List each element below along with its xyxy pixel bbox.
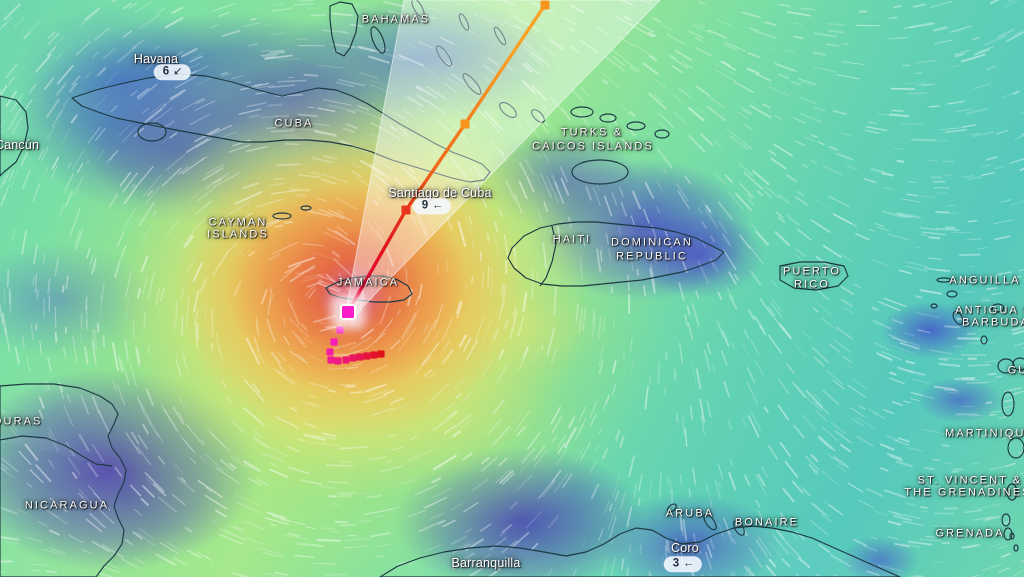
coast-aruba [666, 502, 678, 513]
coast-bonaire [732, 519, 747, 537]
history-track-point [330, 338, 338, 346]
history-track-point [327, 356, 335, 364]
coast-dominica [1002, 392, 1014, 416]
history-track-point [363, 352, 371, 360]
wind-direction-arrow-icon: ← [432, 199, 444, 212]
forecast-waypoint [460, 119, 470, 129]
storm-marker-box [340, 304, 356, 320]
history-track-point [326, 348, 334, 356]
forecast-waypoint [401, 205, 411, 215]
wind-speed-value: 9 [421, 199, 429, 212]
coast-martinique [1008, 438, 1024, 458]
history-track-point [334, 357, 342, 365]
coast-south-america [380, 526, 900, 577]
wind-speed-value: 3 [672, 557, 680, 570]
wind-speed-value: 6 [162, 65, 170, 78]
coast-grenadines-2 [1014, 545, 1018, 551]
coast-grenada [1004, 528, 1012, 540]
coast-anguilla [937, 278, 951, 282]
wind-direction-arrow-icon: ↙ [173, 65, 183, 78]
history-track-point [370, 351, 378, 359]
history-track-point [356, 353, 364, 361]
coast-honduras-border [0, 436, 112, 466]
history-track-point [377, 350, 385, 358]
coast-guadeloupe-e [1013, 358, 1024, 370]
santiago-wind-badge[interactable]: 9 ← [412, 198, 452, 214]
forecast-waypoint [540, 0, 550, 10]
forecast-track-line [346, 3, 547, 314]
coast-stkitts [951, 310, 965, 326]
coast-grand-cayman [273, 213, 291, 219]
coast-antigua [992, 304, 1004, 312]
coast-puerto-rico [780, 262, 848, 290]
coro-wind-badge[interactable]: 3 ← [663, 556, 703, 572]
coast-isla-juventud [138, 123, 166, 141]
history-track-point [342, 356, 350, 364]
coast-central-america [0, 384, 126, 577]
coast-curacao [702, 512, 719, 531]
history-track-point [349, 354, 357, 362]
coast-stlucia [1007, 484, 1017, 500]
coast-montserrat [981, 336, 987, 344]
havana-wind-badge[interactable]: 6 ↙ [153, 64, 191, 80]
wind-direction-arrow-icon: ← [683, 557, 695, 570]
coast-stvincent [1002, 514, 1010, 526]
coast-yucatan [0, 96, 28, 176]
coast-saba [931, 304, 937, 308]
coast-little-cayman [301, 206, 311, 210]
coast-stmartin [947, 291, 957, 297]
storm-center-marker[interactable] [331, 295, 365, 329]
